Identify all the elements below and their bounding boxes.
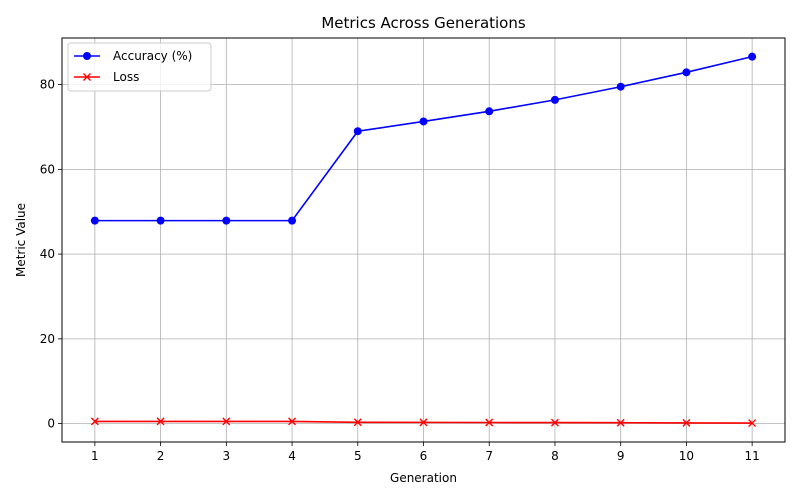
legend-label-accuracy: Accuracy (%) (113, 49, 192, 63)
data-point-accuracy (156, 216, 165, 225)
data-point-loss (748, 419, 757, 428)
data-point-accuracy (222, 216, 231, 225)
x-tick-label: 5 (354, 449, 362, 463)
data-point-accuracy (550, 95, 559, 104)
x-axis-label: Generation (390, 471, 457, 485)
x-tick-label: 4 (288, 449, 296, 463)
data-point-accuracy (419, 117, 428, 126)
y-axis-ticks: 0 20 40 60 80 (40, 78, 62, 431)
data-point-loss (353, 418, 362, 427)
data-point-accuracy (288, 216, 297, 225)
y-axis-label: Metric Value (14, 203, 28, 277)
x-tick-label: 11 (744, 449, 759, 463)
y-tick-label: 0 (47, 417, 55, 431)
data-point-loss (550, 418, 559, 427)
data-point-loss (419, 418, 428, 427)
x-tick-label: 1 (91, 449, 99, 463)
legend-label-loss: Loss (113, 70, 139, 84)
x-tick-label: 2 (157, 449, 165, 463)
x-tick-label: 3 (222, 449, 230, 463)
data-point-loss (156, 417, 165, 426)
y-tick-label: 80 (40, 78, 55, 92)
data-point-accuracy (748, 52, 757, 61)
legend-box (67, 42, 212, 92)
data-point-accuracy (353, 127, 362, 136)
data-point-loss (485, 418, 494, 427)
x-tick-label: 9 (617, 449, 625, 463)
x-tick-label: 6 (420, 449, 428, 463)
legend-entry-loss: Loss (74, 70, 139, 84)
y-tick-label: 20 (40, 332, 55, 346)
y-tick-label: 60 (40, 162, 55, 176)
legend-marker-loss (83, 73, 91, 81)
y-tick-label: 40 (40, 247, 55, 261)
legend: Accuracy (%) Loss (67, 42, 212, 92)
data-point-loss (90, 417, 99, 426)
x-tick-label: 10 (679, 449, 694, 463)
data-point-accuracy (616, 82, 625, 91)
data-point-accuracy (485, 107, 494, 116)
data-point-loss (288, 417, 297, 426)
data-point-loss (616, 418, 625, 427)
data-point-accuracy (90, 216, 99, 225)
legend-entry-accuracy: Accuracy (%) (74, 49, 192, 63)
x-tick-label: 8 (551, 449, 559, 463)
data-point-loss (222, 417, 231, 426)
legend-marker-accuracy (83, 52, 91, 60)
data-point-loss (682, 418, 691, 427)
series-layer (90, 52, 757, 428)
x-axis-ticks: 1 2 3 4 5 6 7 8 9 10 11 (91, 442, 760, 463)
chart-title: Metrics Across Generations (321, 14, 526, 32)
x-tick-label: 7 (485, 449, 493, 463)
data-point-accuracy (682, 68, 691, 77)
